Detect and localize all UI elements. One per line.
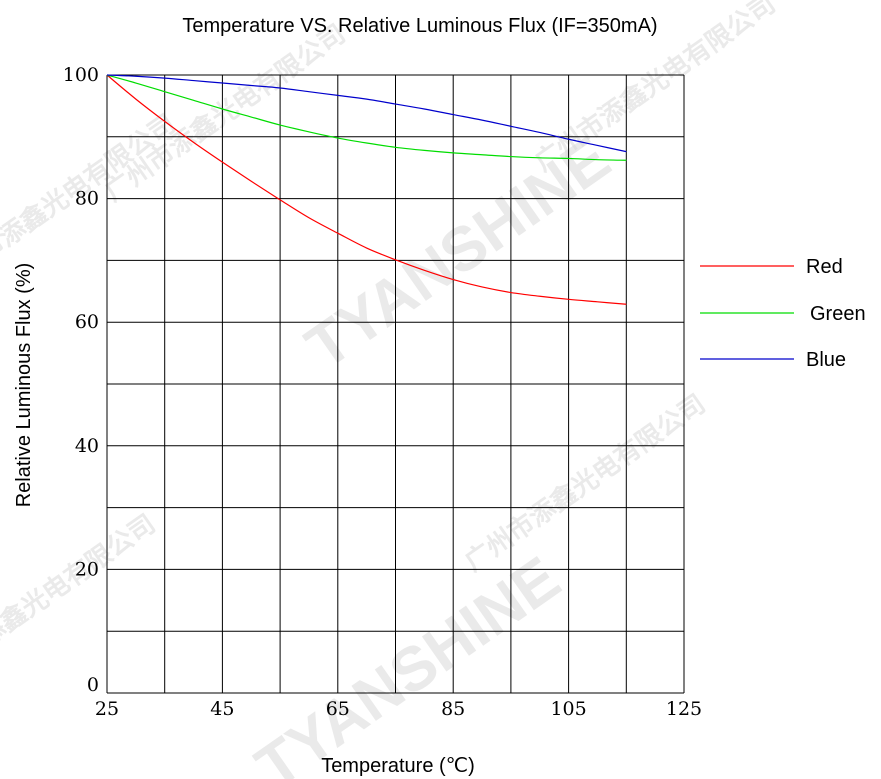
y-tick-label: 20: [75, 558, 99, 580]
watermark-text: TYANSHINE: [244, 544, 572, 779]
x-tick-label: 125: [666, 698, 702, 720]
y-tick-label: 0: [87, 674, 99, 696]
y-tick-label: 40: [75, 435, 99, 457]
x-tick-label: 105: [550, 698, 586, 720]
y-tick-label: 80: [75, 188, 99, 210]
legend-label-blue: Blue: [806, 349, 846, 371]
x-tick-label: 65: [326, 698, 350, 720]
legend-label-green: Green: [810, 303, 866, 325]
x-axis-label: Temperature (℃): [321, 755, 475, 777]
x-tick-label: 45: [210, 698, 234, 720]
y-tick-label: 60: [75, 311, 99, 333]
series-layer: [106, 74, 627, 305]
series-line-blue: [106, 74, 627, 153]
series-line-red: [106, 74, 627, 305]
y-tick-label: 100: [63, 64, 99, 86]
watermark-text: 广州市添鑫光电有限公司: [459, 388, 710, 577]
x-tick-label: 25: [95, 698, 119, 720]
legend: Red Green Blue: [700, 256, 866, 371]
tick-labels: 25 45 65 85 105 125 0 20 40 60 80 100: [63, 64, 702, 720]
x-tick-label: 85: [441, 698, 465, 720]
legend-label-red: Red: [806, 256, 843, 278]
y-axis-label: Relative Luminous Flux (%): [13, 263, 35, 508]
watermark-text: 广州市添鑫光电有限公司: [0, 508, 161, 697]
chart-title: Temperature VS. Relative Luminous Flux (…: [182, 15, 657, 37]
watermark-text: 广州市添鑫光电有限公司: [99, 18, 350, 207]
watermark-text: TYANSHINE: [294, 124, 622, 383]
series-line-green: [106, 74, 627, 161]
